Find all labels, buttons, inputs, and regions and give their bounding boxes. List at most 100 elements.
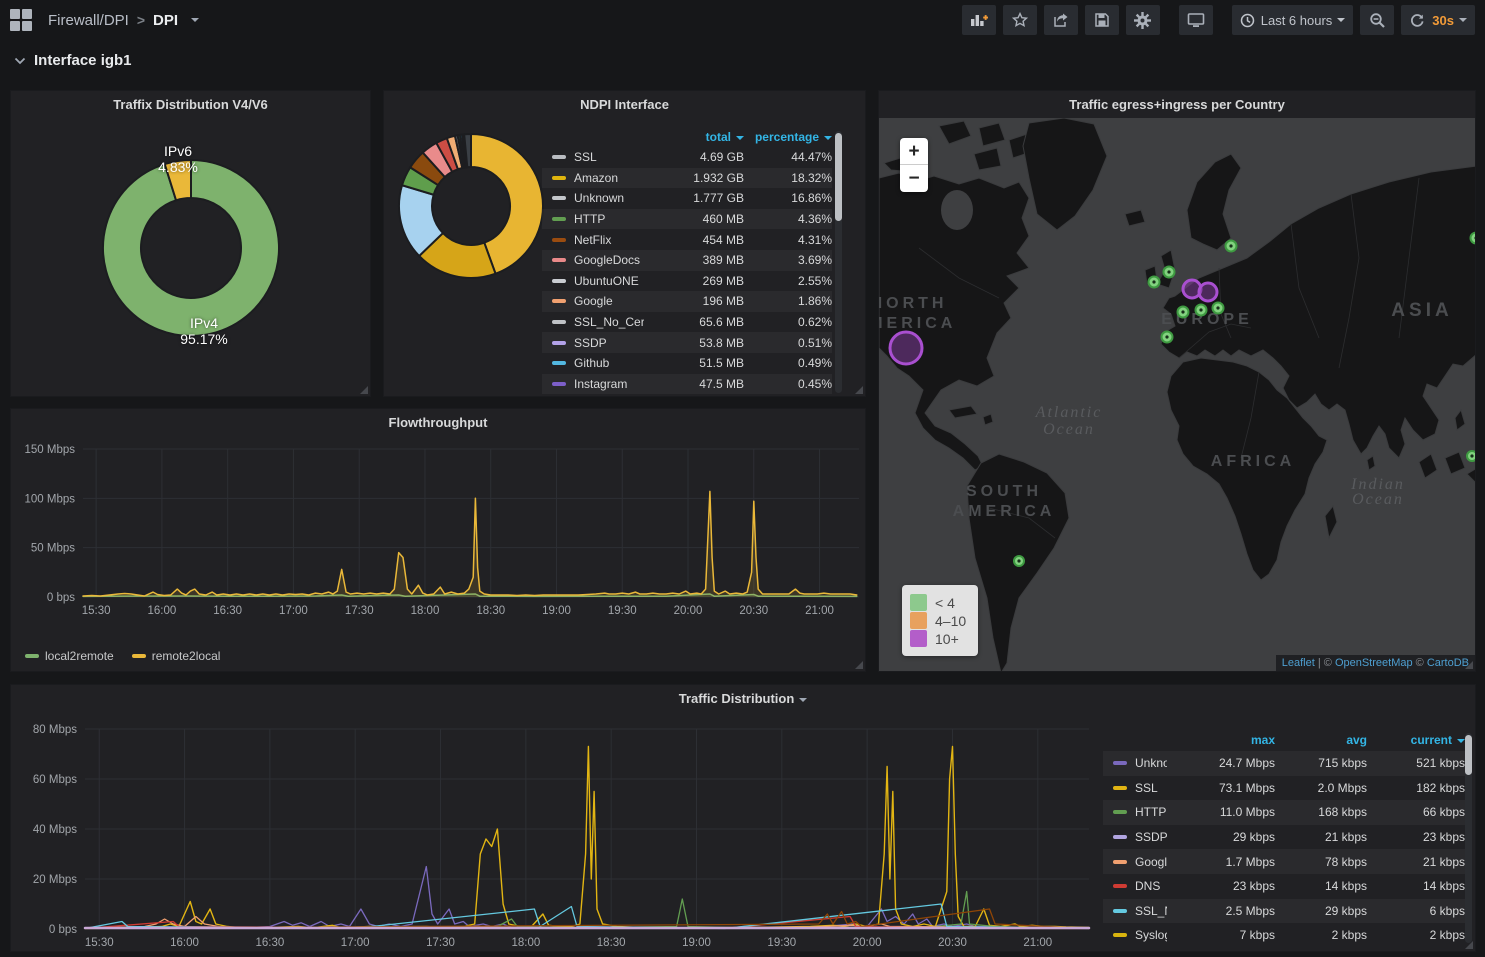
series-toggle-Google[interactable]: Google (1103, 855, 1167, 869)
series-toggle-HTTP[interactable]: HTTP (1103, 805, 1167, 819)
traffic-table-scrollbar[interactable] (1465, 733, 1472, 943)
series-color-swatch[interactable] (552, 237, 566, 242)
series-color-swatch[interactable] (552, 278, 566, 283)
series-color-swatch[interactable] (552, 381, 566, 386)
series-toggle-HTTP[interactable]: HTTP (542, 212, 644, 226)
panel-title[interactable]: Traffix Distribution V4/V6 (113, 97, 268, 112)
series-toggle-Unknown[interactable]: Unknown (1103, 756, 1167, 770)
column-header-percentage[interactable]: percentage (744, 130, 832, 144)
pie-slice-IPv6[interactable] (163, 158, 192, 202)
map-legend-item: < 4 (910, 594, 966, 611)
series-name: SSL_No_Cert (574, 315, 644, 330)
share-button[interactable] (1043, 5, 1078, 35)
world-map[interactable]: NORTH AMERICA EUROPE ASIA AFRICA SOUTH AMERICA… (879, 118, 1475, 671)
settings-button[interactable] (1125, 5, 1160, 35)
grafana-dashboards-icon[interactable] (10, 9, 32, 31)
flow-chart[interactable]: 15:30 16:00 16:30 17:00 17:30 18:00 18:30 19:00… (11, 409, 867, 645)
panel-resize-handle[interactable] (1465, 941, 1473, 949)
legend-item-remote2local[interactable]: remote2local (131, 649, 220, 663)
series-toggle-NetFlix[interactable]: NetFlix (542, 233, 644, 247)
dashboard-dropdown-caret[interactable] (191, 18, 200, 22)
column-header-max[interactable]: max (1250, 733, 1275, 747)
panel-resize-handle[interactable] (855, 661, 863, 669)
series-name: Github (574, 356, 610, 371)
star-button[interactable] (1002, 5, 1037, 35)
zoom-in-button[interactable]: + (900, 138, 928, 165)
panel-title[interactable]: NDPI Interface (580, 97, 669, 112)
series-toggle-UbuntuONE[interactable]: UbuntuONE (542, 274, 644, 288)
ndpi-donut-chart[interactable] (384, 91, 867, 398)
map-marker-green[interactable] (1469, 231, 1476, 245)
legend-item-local2remote[interactable]: local2remote (25, 649, 114, 663)
panel-title[interactable]: Traffic Distribution (11, 685, 1475, 712)
series-color-swatch[interactable] (1113, 785, 1127, 790)
series-toggle-SSL_No_Cert[interactable]: SSL_No_Cert (542, 315, 644, 329)
tv-mode-button[interactable] (1178, 5, 1213, 35)
ndpi-table-scrollbar[interactable] (835, 131, 842, 393)
cell-current: 182 kbps (1416, 780, 1465, 795)
series-toggle-Github[interactable]: Github (542, 356, 644, 370)
series-toggle-SSL[interactable]: SSL (1103, 781, 1167, 795)
series-toggle-Amazon[interactable]: Amazon (542, 171, 644, 185)
series-toggle-GoogleDocs[interactable]: GoogleDocs (542, 253, 644, 267)
series-color-swatch[interactable] (1113, 761, 1127, 766)
series-color-swatch[interactable] (1113, 835, 1127, 840)
series-color-swatch[interactable] (552, 299, 566, 304)
add-panel-button[interactable] (961, 5, 996, 35)
time-range-picker[interactable]: Last 6 hours (1231, 5, 1354, 35)
series-color-swatch[interactable] (1113, 810, 1127, 815)
openstreetmap-link[interactable]: OpenStreetMap (1334, 657, 1413, 669)
series-color-swatch[interactable] (1113, 908, 1127, 913)
map-marker-purple[interactable] (1197, 281, 1219, 303)
series-color-swatch[interactable] (1113, 859, 1127, 864)
panel-resize-handle[interactable] (360, 386, 368, 394)
series-toggle-Syslog[interactable]: Syslog (1103, 928, 1167, 942)
series-color-swatch[interactable] (552, 217, 566, 222)
v4v6-donut-chart[interactable] (11, 91, 372, 398)
table-row: Github 51.5 MB 0.49% (542, 353, 832, 374)
column-header-current[interactable]: current (1367, 733, 1465, 747)
leaflet-link[interactable]: Leaflet (1281, 657, 1315, 669)
panel-resize-handle[interactable] (855, 386, 863, 394)
series-color-swatch[interactable] (552, 340, 566, 345)
dashboard-row-toggle[interactable]: Interface igb1 (14, 52, 132, 69)
cell-total: 454 MB (702, 232, 744, 247)
series-toggle-DNS[interactable]: DNS (1103, 879, 1167, 893)
traffic-chart[interactable]: 15:30 16:00 16:30 17:00 17:30 18:00 18:30 19:00… (11, 685, 1101, 953)
refresh-picker[interactable]: 30s (1401, 5, 1475, 35)
series-toggle-SSL_No_Cert[interactable]: SSL_No_Cert (1103, 904, 1167, 918)
series-toggle-SSL[interactable]: SSL (542, 150, 644, 164)
series-color-swatch[interactable] (552, 320, 566, 325)
series-toggle-SSDP[interactable]: SSDP (542, 336, 644, 350)
panel-title[interactable]: Flowthroughput (388, 415, 488, 430)
pie-slice-SSL[interactable] (470, 132, 544, 275)
column-header-total[interactable]: total (644, 130, 744, 144)
series-color-swatch[interactable] (552, 155, 566, 160)
series-toggle-Instagram[interactable]: Instagram (542, 377, 644, 391)
series-name: SSL_No_Cert (1135, 903, 1167, 918)
map-marker-purple[interactable] (888, 330, 924, 366)
breadcrumb-dashboard[interactable]: DPI (153, 11, 179, 29)
panel-resize-handle[interactable] (1465, 661, 1473, 669)
zoom-out-button[interactable]: − (908, 168, 920, 189)
series-color-swatch[interactable] (1113, 884, 1127, 889)
series-color-swatch[interactable] (552, 196, 566, 201)
save-button[interactable] (1084, 5, 1119, 35)
series-toggle-SSDP[interactable]: SSDP (1103, 830, 1167, 844)
panel-title[interactable]: Traffic egress+ingress per Country (1069, 97, 1285, 112)
cell-percentage: 0.51% (797, 335, 832, 350)
map-canvas[interactable]: NORTH AMERICA EUROPE ASIA AFRICA SOUTH AMERICA… (879, 118, 1475, 671)
zoom-out-button[interactable] (1360, 5, 1395, 35)
series-toggle-Google[interactable]: Google (542, 294, 644, 308)
series-color-swatch[interactable] (552, 175, 566, 180)
navbar: Firewall/DPI > DPI (0, 0, 1485, 40)
series-color-swatch[interactable] (552, 258, 566, 263)
series-color-swatch[interactable] (552, 361, 566, 366)
pie-slice-Other[interactable] (463, 132, 472, 169)
series-color-swatch[interactable] (1113, 933, 1127, 938)
pie-slice-IPv4[interactable] (102, 158, 280, 337)
series-toggle-Unknown[interactable]: Unknown (542, 191, 644, 205)
column-header-avg[interactable]: avg (1346, 733, 1367, 747)
breadcrumb-folder[interactable]: Firewall/DPI (48, 11, 129, 29)
cartodb-link[interactable]: CartoDB (1426, 657, 1469, 669)
